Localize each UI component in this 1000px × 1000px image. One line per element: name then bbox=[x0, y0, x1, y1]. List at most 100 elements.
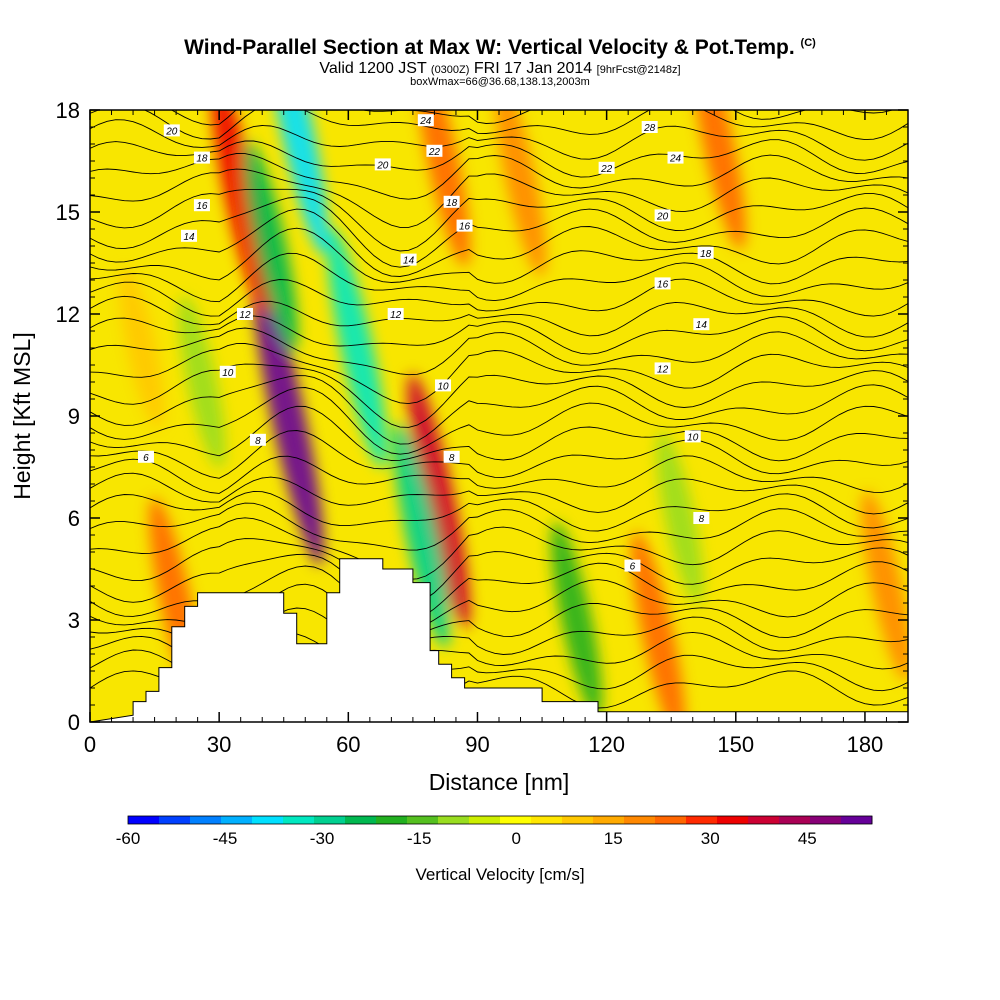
theta-contour-line bbox=[90, 472, 908, 515]
y-tick-label: 0 bbox=[68, 710, 80, 735]
contour-label-text: 10 bbox=[437, 381, 449, 392]
colorbar-swatch bbox=[221, 816, 253, 824]
theta-contour-line bbox=[90, 110, 908, 141]
contour-label-text: 8 bbox=[255, 436, 261, 447]
colorbar-swatch bbox=[562, 816, 594, 824]
contour-label-text: 14 bbox=[403, 256, 415, 267]
y-axis-title: Height [Kft MSL] bbox=[9, 332, 35, 499]
contour-label: 18 bbox=[443, 195, 460, 209]
theta-contour-line bbox=[90, 208, 908, 277]
contour-label-bg bbox=[697, 246, 714, 259]
contour-labels: 20 18 16 14 12 10 8 6 24 22 20 18 16 14 12 10 8 28 24 22 20 1… bbox=[137, 114, 714, 573]
y-axis: 0 3 6 9 12 15 18 bbox=[56, 98, 908, 735]
contour-label-bg bbox=[443, 450, 460, 463]
x-tick-label: 150 bbox=[717, 732, 754, 757]
contour-label-bg bbox=[667, 151, 684, 164]
contour-label-bg bbox=[236, 308, 253, 320]
contour-label: 8 bbox=[693, 512, 710, 525]
x-tick-label: 180 bbox=[847, 732, 884, 757]
colorbar-swatch bbox=[841, 816, 873, 824]
theta-contour-line bbox=[90, 119, 908, 161]
contour-label-text: 8 bbox=[449, 453, 455, 464]
contour-label: 24 bbox=[417, 114, 434, 127]
velocity-feature bbox=[656, 431, 704, 605]
theta-contours bbox=[90, 110, 908, 709]
y-tick-label: 15 bbox=[56, 200, 80, 225]
colorbar-tick-label: -45 bbox=[213, 829, 238, 848]
y-tick-label: 12 bbox=[56, 302, 80, 327]
velocity-feature bbox=[416, 110, 470, 267]
colorbar-tick-label: 45 bbox=[798, 829, 817, 848]
x-tick-label: 60 bbox=[336, 732, 360, 757]
contour-label-text: 16 bbox=[196, 201, 208, 212]
valid-time: Valid 1200 JST bbox=[319, 60, 427, 77]
contour-label-bg bbox=[400, 253, 417, 266]
chart-subtitle: Valid 1200 JST (0300Z) FRI 17 Jan 2014 [… bbox=[0, 60, 1000, 78]
contour-label-text: 22 bbox=[600, 164, 613, 175]
contour-label-bg bbox=[137, 450, 154, 463]
contour-label: 22 bbox=[426, 144, 443, 158]
contour-label-bg bbox=[684, 430, 701, 443]
chart-title: Wind-Parallel Section at Max W: Vertical… bbox=[0, 36, 1000, 60]
velocity-feature bbox=[243, 140, 298, 352]
colorbar-swatch bbox=[779, 816, 811, 824]
y-tick-label: 9 bbox=[68, 404, 80, 429]
colorbar-swatch bbox=[190, 816, 222, 824]
contour-label: 12 bbox=[387, 308, 404, 321]
contour-label-text: 10 bbox=[687, 432, 699, 443]
contour-label: 18 bbox=[697, 246, 714, 260]
contour-label-bg bbox=[641, 121, 658, 133]
contour-label: 28 bbox=[641, 121, 658, 134]
contour-label-text: 12 bbox=[239, 310, 251, 321]
x-tick-label: 0 bbox=[84, 732, 96, 757]
contour-label-text: 20 bbox=[165, 126, 178, 137]
contour-label-text: 10 bbox=[222, 368, 234, 379]
velocity-feature bbox=[495, 110, 546, 276]
colorbar-swatch bbox=[717, 816, 749, 824]
colorbar-swatch bbox=[469, 816, 501, 824]
contour-label-text: 20 bbox=[656, 211, 669, 222]
plot-area: 20 18 16 14 12 10 8 6 24 22 20 18 16 14 12 10 8 28 24 22 20 1… bbox=[90, 110, 908, 722]
terrain bbox=[90, 558, 908, 722]
contour-label-text: 18 bbox=[446, 198, 458, 209]
contour-label-text: 28 bbox=[643, 123, 656, 134]
contour-label-bg bbox=[163, 124, 180, 137]
velocity-feature bbox=[691, 110, 746, 250]
contour-label-text: 20 bbox=[376, 160, 389, 171]
contour-label: 12 bbox=[654, 362, 671, 375]
contour-label-text: 14 bbox=[696, 320, 708, 331]
contour-label: 16 bbox=[193, 199, 210, 212]
velocity-feature bbox=[265, 110, 328, 255]
forecast-info: [9hrFcst@2148z] bbox=[596, 64, 681, 76]
contour-label-bg bbox=[417, 114, 434, 127]
contour-label-bg bbox=[654, 209, 671, 222]
box-info: boxWmax=66@36.68,138.13,2003m bbox=[410, 76, 590, 88]
velocity-field bbox=[119, 110, 908, 722]
y-tick-label: 3 bbox=[68, 608, 80, 633]
contour-label: 20 bbox=[654, 209, 671, 222]
colorbar: -60 -45 -30 -15 0 15 30 45 bbox=[116, 815, 873, 848]
contour-label: 10 bbox=[219, 365, 236, 379]
colorbar-swatch bbox=[128, 816, 160, 824]
contour-label: 22 bbox=[598, 161, 615, 175]
colorbar-tick-label: -60 bbox=[116, 829, 141, 848]
theta-contour-line bbox=[90, 327, 908, 376]
theta-contour-line bbox=[90, 502, 908, 551]
contour-label-text: 12 bbox=[657, 364, 669, 375]
theta-contour-line bbox=[90, 430, 908, 479]
theta-contour-line bbox=[90, 188, 908, 252]
theta-contour-line bbox=[90, 405, 908, 462]
contour-label: 14 bbox=[400, 253, 417, 267]
contour-label-bg bbox=[219, 365, 236, 378]
contour-label-text: 8 bbox=[699, 514, 705, 525]
contour-label-text: 18 bbox=[196, 154, 208, 165]
contour-label-bg bbox=[654, 362, 671, 375]
colorbar-title: Vertical Velocity [cm/s] bbox=[415, 865, 584, 884]
colorbar-swatch bbox=[345, 816, 377, 824]
valid-utc: (0300Z) bbox=[430, 64, 470, 76]
colorbar-tick-label: 30 bbox=[701, 829, 720, 848]
contour-label-bg bbox=[693, 318, 710, 331]
colorbar-swatch bbox=[407, 816, 439, 824]
contour-label-bg bbox=[193, 199, 210, 212]
x-axis: 0 30 60 90 120 150 180 bbox=[84, 110, 909, 757]
